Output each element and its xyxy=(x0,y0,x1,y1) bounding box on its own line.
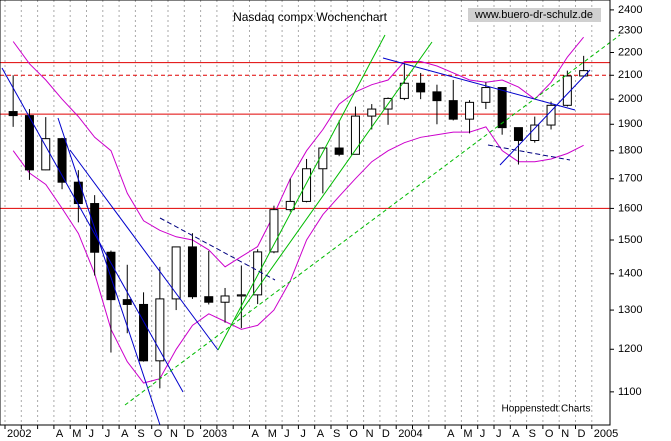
y-tick-label: 2200 xyxy=(618,46,642,58)
x-tick-label: O xyxy=(349,428,358,440)
trendline xyxy=(217,34,386,351)
y-tick-label: 2300 xyxy=(618,25,642,37)
x-tick-label: 2005 xyxy=(594,428,618,440)
x-tick-label: 2004 xyxy=(398,428,422,440)
candle-body xyxy=(204,296,214,303)
x-tick-label: S xyxy=(333,428,340,440)
y-tick-label: 1900 xyxy=(618,118,642,130)
y-tick-label: 1500 xyxy=(618,234,642,246)
candle-body xyxy=(530,124,540,142)
y-tick-label: 1800 xyxy=(618,145,642,157)
bollinger-band xyxy=(12,36,584,268)
candle-body xyxy=(220,295,230,303)
y-tick-label: 1600 xyxy=(618,202,642,214)
x-tick-label: D xyxy=(186,428,194,440)
x-tick-label: N xyxy=(170,428,178,440)
y-tick-label: 1300 xyxy=(618,304,642,316)
candle-body xyxy=(579,70,589,77)
y-tick-label: 2100 xyxy=(618,69,642,81)
candle-body xyxy=(350,115,360,155)
x-tick-label: M xyxy=(72,428,81,440)
trendline xyxy=(159,217,276,281)
candle-body xyxy=(481,87,491,103)
candle-body xyxy=(497,87,507,129)
candle-body xyxy=(24,115,34,171)
x-tick-label: J xyxy=(105,428,111,440)
credit: Hoppenstedt Charts xyxy=(502,404,591,415)
candle-body xyxy=(416,82,426,93)
y-tick-label: 1200 xyxy=(618,343,642,355)
x-tick-label: N xyxy=(366,428,374,440)
source: www.buero-dr-schulz.de xyxy=(474,9,593,21)
x-tick-label: A xyxy=(512,428,520,440)
candle-body xyxy=(8,111,18,117)
candle-body xyxy=(399,82,409,99)
x-tick-label: A xyxy=(56,428,64,440)
y-tick-label: 1700 xyxy=(618,173,642,185)
candle-body xyxy=(448,100,458,120)
y-tick-label: 1100 xyxy=(618,386,642,398)
candle-body xyxy=(513,127,523,142)
x-tick-label: J xyxy=(89,428,95,440)
candle-body xyxy=(432,91,442,102)
candle-body xyxy=(57,138,67,183)
chart-title: Nasdaq compx Wochenchart xyxy=(233,10,388,24)
trendlines xyxy=(1,34,621,426)
x-tick-label: J xyxy=(480,428,486,440)
candle-body xyxy=(334,147,344,155)
x-tick-label: D xyxy=(382,428,390,440)
candle-body xyxy=(253,251,263,296)
candle-body xyxy=(122,299,132,305)
y-tick-label: 2400 xyxy=(618,4,642,16)
x-tick-label: A xyxy=(447,428,455,440)
x-tick-label: M xyxy=(463,428,472,440)
trendline xyxy=(487,144,571,161)
candle-body xyxy=(302,168,312,202)
trendline xyxy=(1,67,184,393)
candle-body xyxy=(236,294,246,297)
x-tick-label: M xyxy=(268,428,277,440)
x-tick-label: O xyxy=(154,428,163,440)
candle-body xyxy=(367,108,377,117)
trendline xyxy=(124,34,621,406)
bollinger-band xyxy=(12,126,584,384)
x-tick-label: A xyxy=(121,428,129,440)
source-box xyxy=(468,8,601,22)
trendline xyxy=(499,69,591,166)
x-tick-label: J xyxy=(300,428,306,440)
candle-body xyxy=(269,209,279,253)
grid xyxy=(0,0,610,425)
candle-body xyxy=(465,101,475,120)
y-tick-label: 2000 xyxy=(618,93,642,105)
x-tick-label: S xyxy=(137,428,144,440)
candle-body xyxy=(139,303,149,362)
x-tick-label: A xyxy=(317,428,325,440)
candle-body xyxy=(155,298,165,362)
candle-body xyxy=(318,147,328,170)
axes: 1100 1200 1300 1400 1500 1600 1700 1800 1900 2000… xyxy=(4,4,642,440)
candle-body xyxy=(171,246,181,300)
x-tick-label: O xyxy=(545,428,554,440)
x-tick-label: D xyxy=(578,428,586,440)
x-tick-label: J xyxy=(284,428,290,440)
x-tick-label: 2003 xyxy=(203,428,227,440)
trendline xyxy=(57,117,161,426)
y-tick-label: 1400 xyxy=(618,268,642,280)
x-tick-label: S xyxy=(529,428,536,440)
trendline xyxy=(69,149,219,351)
candle-body xyxy=(187,246,197,298)
x-tick-label: 2002 xyxy=(7,428,31,440)
candle-body xyxy=(562,75,572,106)
x-tick-label: J xyxy=(496,428,502,440)
trendline xyxy=(234,41,433,321)
candle-body xyxy=(41,138,51,171)
plot-frame xyxy=(0,0,611,426)
x-tick-label: A xyxy=(252,428,260,440)
x-tick-label: N xyxy=(561,428,569,440)
